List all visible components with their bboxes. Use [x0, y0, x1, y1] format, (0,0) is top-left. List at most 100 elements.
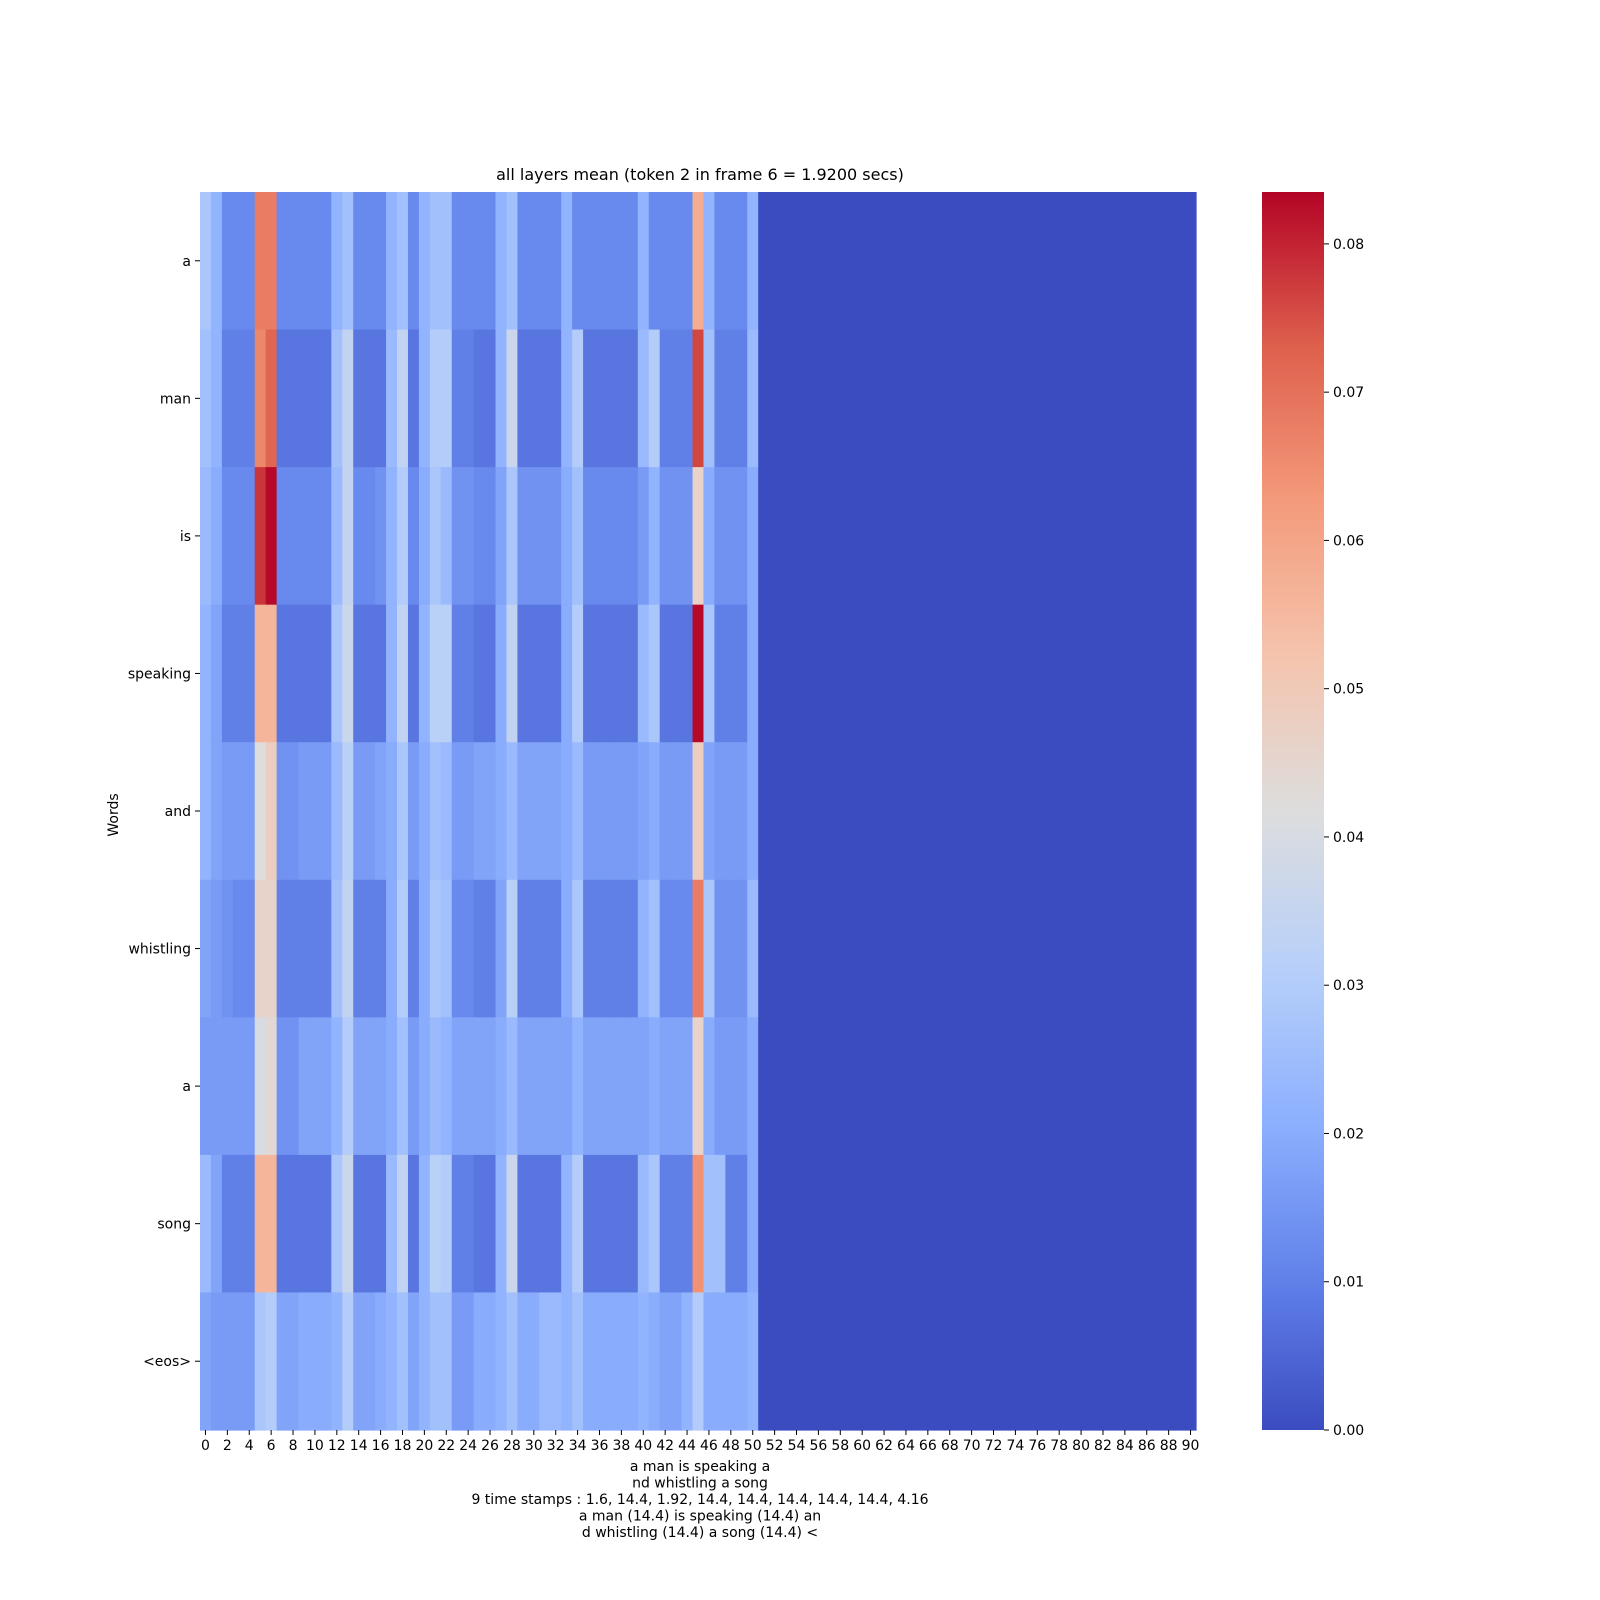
- heatmap-cell: [287, 1154, 300, 1294]
- heatmap-cell: [692, 192, 705, 331]
- heatmap-cell: [495, 879, 508, 1018]
- colorbar: 0.00 0.01 0.02 0.03 0.04 0.05 0.06 0.07 0.08: [1262, 192, 1364, 1439]
- heatmap-cell: [659, 1154, 672, 1294]
- heatmap-cell: [1042, 604, 1055, 743]
- heatmap-cell: [495, 467, 508, 606]
- heatmap-cell: [977, 192, 989, 331]
- heatmap-cell: [1042, 329, 1055, 468]
- heatmap-cell: [659, 329, 672, 468]
- heatmap-cell: [561, 192, 573, 331]
- heatmap-cell: [922, 879, 934, 1018]
- heatmap-cell: [397, 879, 409, 1018]
- heatmap-cell: [254, 742, 267, 881]
- heatmap-cell: [495, 1154, 508, 1294]
- heatmap-cell: [769, 1154, 781, 1294]
- x-tick-label: 14: [350, 1438, 368, 1454]
- heatmap-cell: [1086, 604, 1099, 743]
- heatmap-cell: [298, 192, 311, 331]
- heatmap-cell: [889, 742, 902, 881]
- heatmap-cell: [243, 192, 256, 331]
- heatmap-cell: [232, 467, 245, 606]
- heatmap-cell: [780, 1017, 792, 1156]
- heatmap-cell: [681, 1292, 694, 1431]
- x-tick-label: 80: [1072, 1438, 1090, 1454]
- heatmap-cell: [791, 604, 803, 743]
- colorbar-tick-label: 0.07: [1333, 385, 1364, 401]
- heatmap-cell: [670, 1292, 683, 1431]
- heatmap-cell: [1174, 467, 1186, 606]
- heatmap-cell: [878, 1292, 891, 1431]
- heatmap-cell: [397, 604, 409, 743]
- heatmap-cell: [812, 1292, 825, 1431]
- heatmap-cell: [703, 1017, 716, 1156]
- heatmap-cell: [298, 1292, 311, 1431]
- heatmap-cell: [407, 604, 420, 743]
- heatmap-cell: [703, 329, 716, 468]
- heatmap-cell: [287, 192, 300, 331]
- heatmap-cell: [845, 192, 858, 331]
- heatmap-cell: [845, 329, 858, 468]
- heatmap-cell: [221, 1292, 234, 1431]
- heatmap-cell: [265, 1154, 278, 1294]
- heatmap-cell: [1042, 1292, 1055, 1431]
- heatmap-cell: [331, 604, 343, 743]
- heatmap-cell: [1185, 604, 1197, 743]
- x-tick-label: 78: [1050, 1438, 1068, 1454]
- heatmap-cell: [922, 604, 934, 743]
- x-axis-label: a man is speaking and whistling a song9 …: [471, 1459, 928, 1541]
- heatmap-cell: [320, 879, 332, 1018]
- heatmap-cell: [780, 467, 792, 606]
- heatmap-cell: [331, 1292, 343, 1431]
- heatmap-cell: [1130, 1017, 1142, 1156]
- heatmap-cell: [1053, 1154, 1066, 1294]
- heatmap-cell: [1075, 329, 1088, 468]
- heatmap-cell: [386, 467, 398, 606]
- heatmap-cell: [1097, 1154, 1110, 1294]
- heatmap-cell: [243, 742, 256, 881]
- heatmap-cell: [353, 329, 365, 468]
- heatmap-cell: [977, 1017, 989, 1156]
- heatmap-cell: [1119, 329, 1131, 468]
- heatmap-cell: [1020, 329, 1033, 468]
- heatmap-cell: [988, 604, 1000, 743]
- heatmap-cell: [353, 192, 365, 331]
- heatmap-cell: [1053, 192, 1066, 331]
- heatmap-cell: [506, 467, 519, 606]
- heatmap-cell: [703, 742, 716, 881]
- heatmap-cell: [955, 879, 967, 1018]
- heatmap-cell: [473, 879, 486, 1018]
- heatmap-cell: [287, 879, 300, 1018]
- heatmap-cell: [856, 192, 869, 331]
- heatmap-cell: [933, 467, 945, 606]
- heatmap-cell: [451, 879, 464, 1018]
- heatmap-cell: [309, 742, 321, 881]
- heatmap-cell: [594, 742, 606, 881]
- heatmap-cell: [484, 742, 497, 881]
- heatmap-cell: [637, 879, 650, 1018]
- heatmap-cell: [911, 192, 923, 331]
- heatmap-cell: [703, 192, 716, 331]
- heatmap-cell: [1020, 1292, 1033, 1431]
- heatmap-cell: [210, 879, 223, 1018]
- heatmap-cell: [878, 604, 891, 743]
- heatmap-cell: [1020, 467, 1033, 606]
- heatmap-cell: [659, 742, 672, 881]
- heatmap-cell: [1020, 1154, 1033, 1294]
- heatmap-cell: [637, 192, 650, 331]
- heatmap-cell: [692, 467, 705, 606]
- heatmap-cell: [1163, 1154, 1175, 1294]
- heatmap-cell: [418, 1154, 431, 1294]
- heatmap-cell: [758, 329, 770, 468]
- heatmap-cell: [1163, 742, 1175, 881]
- heatmap-cell: [1185, 329, 1197, 468]
- heatmap-cell: [1086, 192, 1099, 331]
- heatmap-cell: [462, 604, 475, 743]
- heatmap-cell: [834, 1017, 847, 1156]
- colorbar-tick-label: 0.08: [1333, 237, 1364, 253]
- heatmap-cell: [1130, 742, 1142, 881]
- heatmap-cell: [495, 192, 508, 331]
- heatmap-cell: [583, 879, 595, 1018]
- heatmap-cell: [594, 1292, 606, 1431]
- heatmap-cell: [955, 467, 967, 606]
- heatmap-cell: [1108, 742, 1120, 881]
